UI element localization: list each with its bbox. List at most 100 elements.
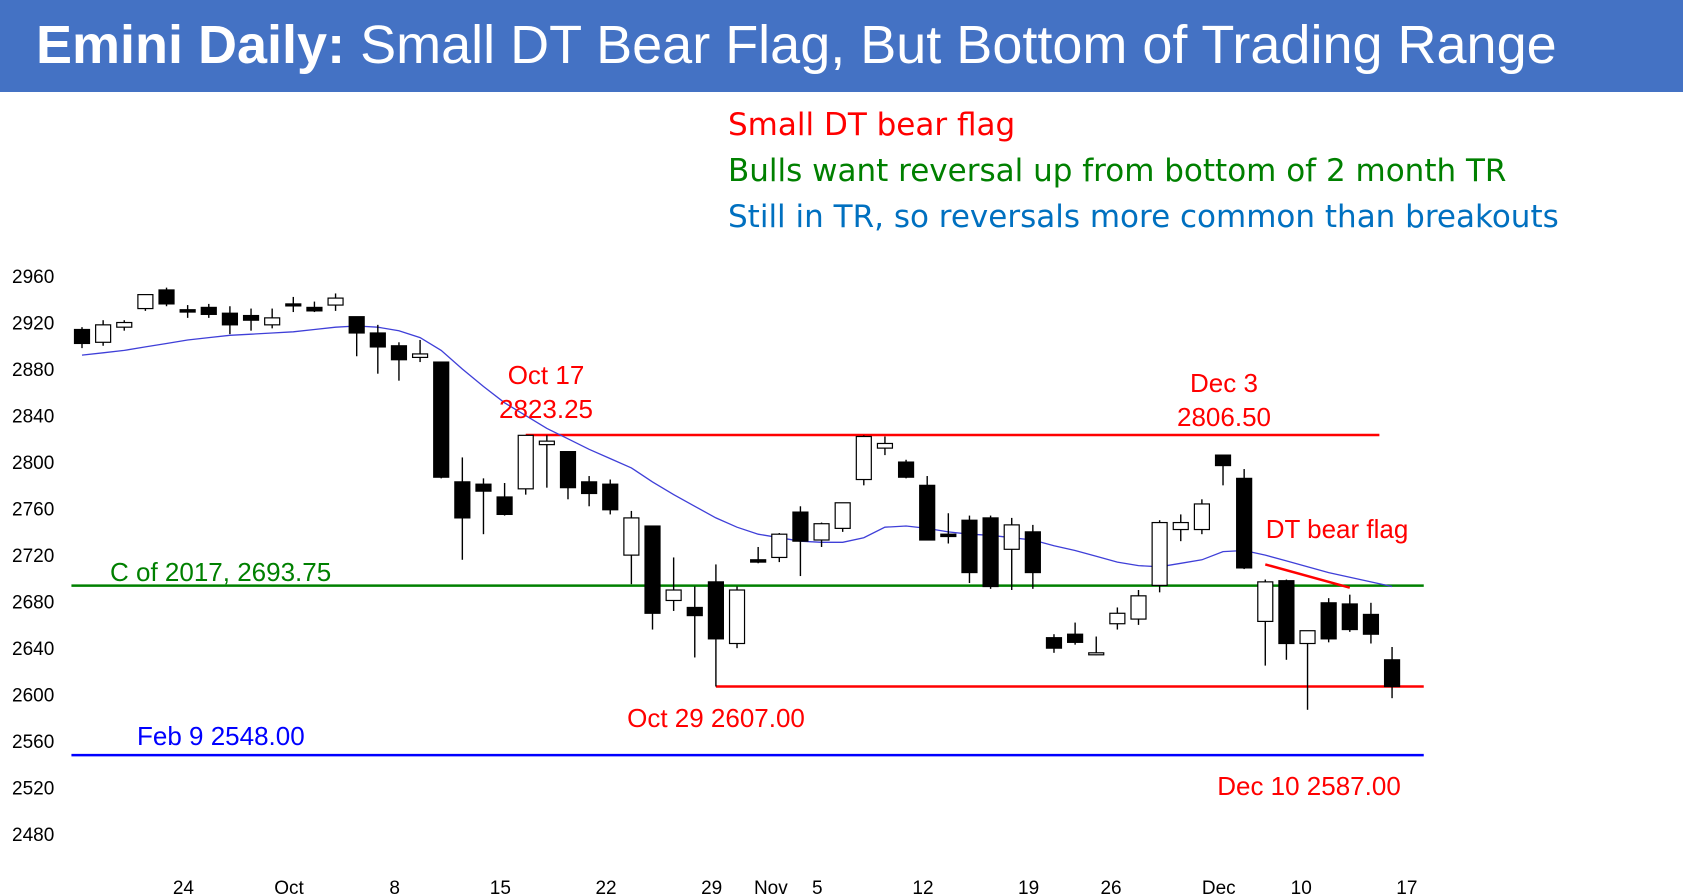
candle-body <box>876 442 894 449</box>
candle-body <box>1383 659 1401 688</box>
annotation-feb9: Feb 9 2548.00 <box>137 721 305 751</box>
annotation-oct17: 2823.25 <box>499 394 593 424</box>
x-tick-label: 29 <box>701 878 722 896</box>
candle-body <box>1193 503 1210 531</box>
candle-body <box>1045 637 1063 649</box>
candle-body <box>116 321 133 328</box>
x-tick-label: 17 <box>1396 878 1417 896</box>
candle-body <box>1067 633 1084 643</box>
note-still-tr: Still in TR, so reversals more common th… <box>728 199 1559 235</box>
page-title: Emini Daily: Small DT Bear Flag, But Bot… <box>36 14 1557 76</box>
page-title-strong: Emini Daily: <box>36 15 346 75</box>
candle-body <box>602 483 619 511</box>
candle-body <box>158 289 175 305</box>
y-tick-label: 2920 <box>12 314 54 335</box>
y-tick-label: 2640 <box>12 639 54 660</box>
annotation-dec10: Dec 10 2587.00 <box>1217 771 1401 801</box>
title-bar: Emini Daily: Small DT Bear Flag, But Bot… <box>0 0 1683 92</box>
candle-body <box>686 606 703 617</box>
note-bulls: Bulls want reversal up from bottom of 2 … <box>728 153 1507 189</box>
candle-body <box>95 324 112 343</box>
candle-body <box>348 316 365 334</box>
annotation-dtflag: DT bear flag <box>1266 514 1409 544</box>
candle-body <box>728 589 746 645</box>
candle-body <box>1257 581 1274 623</box>
candle-body <box>1130 595 1147 620</box>
candle-body <box>559 451 577 489</box>
candle-body <box>665 589 682 602</box>
candle-body <box>1278 580 1295 645</box>
candle-body <box>961 519 978 574</box>
candle-body <box>369 332 386 348</box>
candle-body <box>390 345 408 361</box>
x-tick-label: 8 <box>389 878 400 896</box>
candle-body <box>200 306 217 315</box>
candle-body <box>623 517 640 556</box>
x-tick-label: 19 <box>1018 878 1039 896</box>
candle-body <box>940 533 957 538</box>
candle-body <box>517 434 534 490</box>
candle-body <box>1299 630 1316 645</box>
candle-body <box>919 484 936 541</box>
x-tick-label: 26 <box>1100 878 1121 896</box>
x-tick-label: 12 <box>912 878 933 896</box>
candle-body <box>1151 521 1168 586</box>
candle-body <box>433 361 450 478</box>
x-tick-label: Oct <box>274 878 304 896</box>
candle-body <box>982 517 999 588</box>
candle-body <box>327 297 344 306</box>
candle-body <box>1109 612 1126 625</box>
candle-body <box>1088 652 1105 656</box>
candle-body <box>1172 521 1189 531</box>
y-tick-label: 2480 <box>12 825 54 846</box>
candle-body <box>1024 531 1041 574</box>
candle-body <box>538 440 555 446</box>
candle-body <box>264 317 281 326</box>
candle-body <box>1320 602 1337 640</box>
candlestick-chart: 2960 2920 2880 2840 2800 2760 2720 2680 2640 2600… <box>12 267 1424 896</box>
x-tick-label: 15 <box>490 878 511 896</box>
y-tick-label: 2800 <box>12 453 54 474</box>
candle-body <box>179 309 196 313</box>
candle-body <box>750 559 767 563</box>
y-tick-label: 2880 <box>12 360 54 381</box>
candle-body <box>137 294 154 310</box>
annotation-dec3: Dec 3 <box>1190 368 1258 398</box>
moving-average-line <box>81 325 1393 588</box>
candle-body <box>1362 613 1380 635</box>
candle-body <box>1003 524 1020 550</box>
x-tick-label: Nov <box>754 878 788 896</box>
candle-body <box>285 303 302 307</box>
candle-body <box>306 306 323 312</box>
candle-body <box>496 496 513 516</box>
x-tick-label: 5 <box>812 878 823 896</box>
x-tick-label: Dec <box>1202 878 1236 896</box>
candle-body <box>834 502 851 529</box>
candle-body <box>1341 603 1358 631</box>
candle-body <box>454 481 471 519</box>
y-tick-label: 2520 <box>12 779 54 800</box>
candle-body <box>221 312 239 326</box>
candle-body <box>855 435 872 481</box>
candle-body <box>771 533 788 559</box>
candle-body <box>707 581 725 640</box>
annotation-c2017: C of 2017, 2693.75 <box>110 557 331 587</box>
candle-body <box>1236 477 1253 569</box>
note-small-dt: Small DT bear flag <box>728 107 1016 143</box>
candle-body <box>897 461 915 478</box>
candle-body <box>242 314 260 321</box>
candle-body <box>581 481 598 495</box>
dt-flag-line <box>1264 563 1351 589</box>
y-tick-label: 2840 <box>12 407 54 428</box>
candle-body <box>475 483 492 492</box>
annotation-oct29: Oct 29 2607.00 <box>627 703 805 733</box>
candle-body <box>644 525 661 614</box>
x-tick-label: 10 <box>1291 878 1312 896</box>
page-title-rest: Small DT Bear Flag, But Bottom of Tradin… <box>345 15 1557 75</box>
annotation-dec3: 2806.50 <box>1177 402 1271 432</box>
candle-body <box>73 328 91 345</box>
annotation-oct17: Oct 17 <box>508 360 585 390</box>
y-tick-label: 2720 <box>12 546 54 567</box>
x-tick-label: 22 <box>595 878 616 896</box>
candle-body <box>1214 454 1232 467</box>
